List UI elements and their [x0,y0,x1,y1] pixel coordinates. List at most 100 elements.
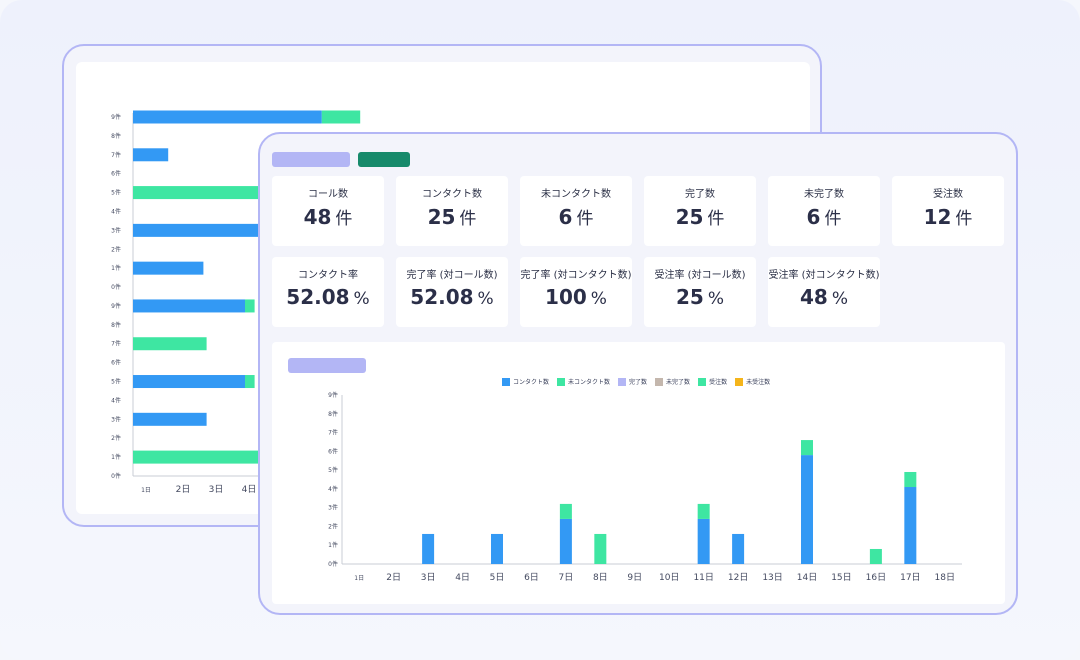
stat-label: 完了率 (対コンタクト数) [520,270,632,281]
bar-segment [801,440,813,456]
legend-item[interactable]: コンタクト数 [502,377,549,386]
legend-label: 未受注数 [746,379,771,386]
stat-card: コンタクト数 25 件 [396,176,508,246]
y-tick-label: 0件 [111,472,121,480]
x-tick-label: 8日 [593,572,608,583]
bar-segment [732,533,745,564]
bar-segment [321,110,361,124]
chart-legend: コンタクト数 未コンタクト数 完了数 未完了数 受注数 未受注数 [502,377,770,386]
stat-card: 完了率 (対コンタクト数) 100% [520,257,632,327]
legend-swatch [557,377,566,386]
horizontal-bar-chart: 0件1件2件3件4件5件6件7件8件9件0件1件2件3件4件5件6件7件8件9件… [111,110,810,495]
stat-number: 48 [800,285,828,309]
stat-card: 受注数 12 件 [892,176,1004,246]
y-tick-label: 0件 [328,560,338,568]
x-tick-label: 4日 [242,484,257,495]
y-tick-label: 5件 [111,189,121,197]
legend-label: 未完了数 [666,379,691,386]
y-tick-label: 2件 [111,245,121,253]
stat-unit: % [353,289,370,309]
stat-unit: % [477,289,494,309]
x-tick-label: 15日 [831,572,851,583]
legend-item[interactable]: 完了数 [618,377,647,386]
bar-segment [133,375,245,389]
stat-label: コンタクト率 [298,270,358,281]
stat-value: 25% [644,285,756,309]
legend-label: コンタクト数 [513,379,550,386]
y-tick-label: 4件 [111,207,121,215]
legend-swatch [698,377,707,386]
x-tick-label: 6日 [524,572,539,583]
stat-number: 6 [558,205,573,229]
legend-swatch [735,377,744,386]
x-tick-label: 4日 [455,572,470,583]
filter-pill-lavender[interactable] [272,152,350,167]
stat-label: コンタクト数 [422,189,482,200]
stat-label: 未コンタクト数 [541,189,611,200]
stat-number: 52.08 [410,285,474,309]
y-tick-label: 5件 [111,378,121,386]
y-tick-label: 3件 [328,504,338,512]
stat-number: 25 [675,205,704,229]
bar-segment [133,110,322,124]
x-tick-label: 7日 [559,572,574,583]
stat-label: 受注数 [933,189,963,200]
stat-label: 未完了数 [804,189,844,200]
bar-segment [869,548,882,564]
stat-unit: 件 [459,209,477,229]
x-tick-label: 11日 [693,572,713,583]
y-tick-label: 1件 [111,453,121,461]
x-tick-label: 14日 [797,572,817,583]
stat-unit: % [831,289,848,309]
stat-card: 未コンタクト数 6 件 [520,176,632,246]
stat-number: 12 [923,205,952,229]
y-tick-label: 9件 [328,391,338,399]
x-tick-label: 3日 [421,572,436,583]
filter-pill-green[interactable] [358,152,410,167]
x-tick-label: 18日 [935,572,955,583]
y-tick-label: 3件 [111,415,121,423]
stat-value: 25 件 [644,204,756,229]
legend-item[interactable]: 未受注数 [735,377,770,386]
stat-card: 受注率 (対コンタクト数) 48% [768,257,880,327]
stat-card: コール数 48 件 [272,176,384,246]
stat-value: 48 件 [272,204,384,229]
legend-item[interactable]: 受注数 [698,377,727,386]
x-tick-label: 1日 [141,487,151,494]
legend-item[interactable]: 未コンタクト数 [557,377,610,386]
y-tick-label: 1件 [111,264,121,272]
bar-segment [594,533,607,564]
legend-swatch [618,377,627,386]
x-tick-label: 12日 [728,572,748,583]
x-tick-label: 13日 [762,572,782,583]
stat-unit: 件 [955,209,973,229]
stat-unit: 件 [707,209,725,229]
bar-segment [245,299,255,313]
legend-swatch [502,377,510,386]
x-tick-label: 3日 [209,484,224,495]
y-tick-label: 4件 [328,485,338,493]
stat-number: 100 [545,285,587,309]
stat-value: 100% [520,285,632,309]
stat-number: 25 [676,285,704,309]
stat-number: 48 [303,205,332,229]
y-tick-label: 8件 [328,410,338,418]
bar-segment [559,503,572,519]
bar-segment [422,533,435,564]
bar-segment [491,533,503,564]
x-tick-label: 16日 [866,572,886,583]
stat-value: 52.08% [396,285,508,309]
stacked-bar-chart: 0件 1件 2件 3件 4件 5件 6件 7件 8件 9件 1日 2日 3日 4日 5日 6日 7日 8日 9日 10… [328,391,962,583]
y-tick-label: 5件 [328,466,338,474]
bar-segment [697,503,710,519]
y-tick-label: 7件 [328,429,338,437]
stat-number: 25 [427,205,456,229]
legend-item[interactable]: 未完了数 [655,377,690,386]
y-tick-label: 6件 [111,359,121,367]
bar-segment [133,148,169,162]
stat-card: 完了数 25 件 [644,176,756,246]
stat-value: 52.08% [272,285,384,309]
y-tick-label: 0件 [111,283,121,291]
stat-value: 12 件 [892,204,1004,229]
